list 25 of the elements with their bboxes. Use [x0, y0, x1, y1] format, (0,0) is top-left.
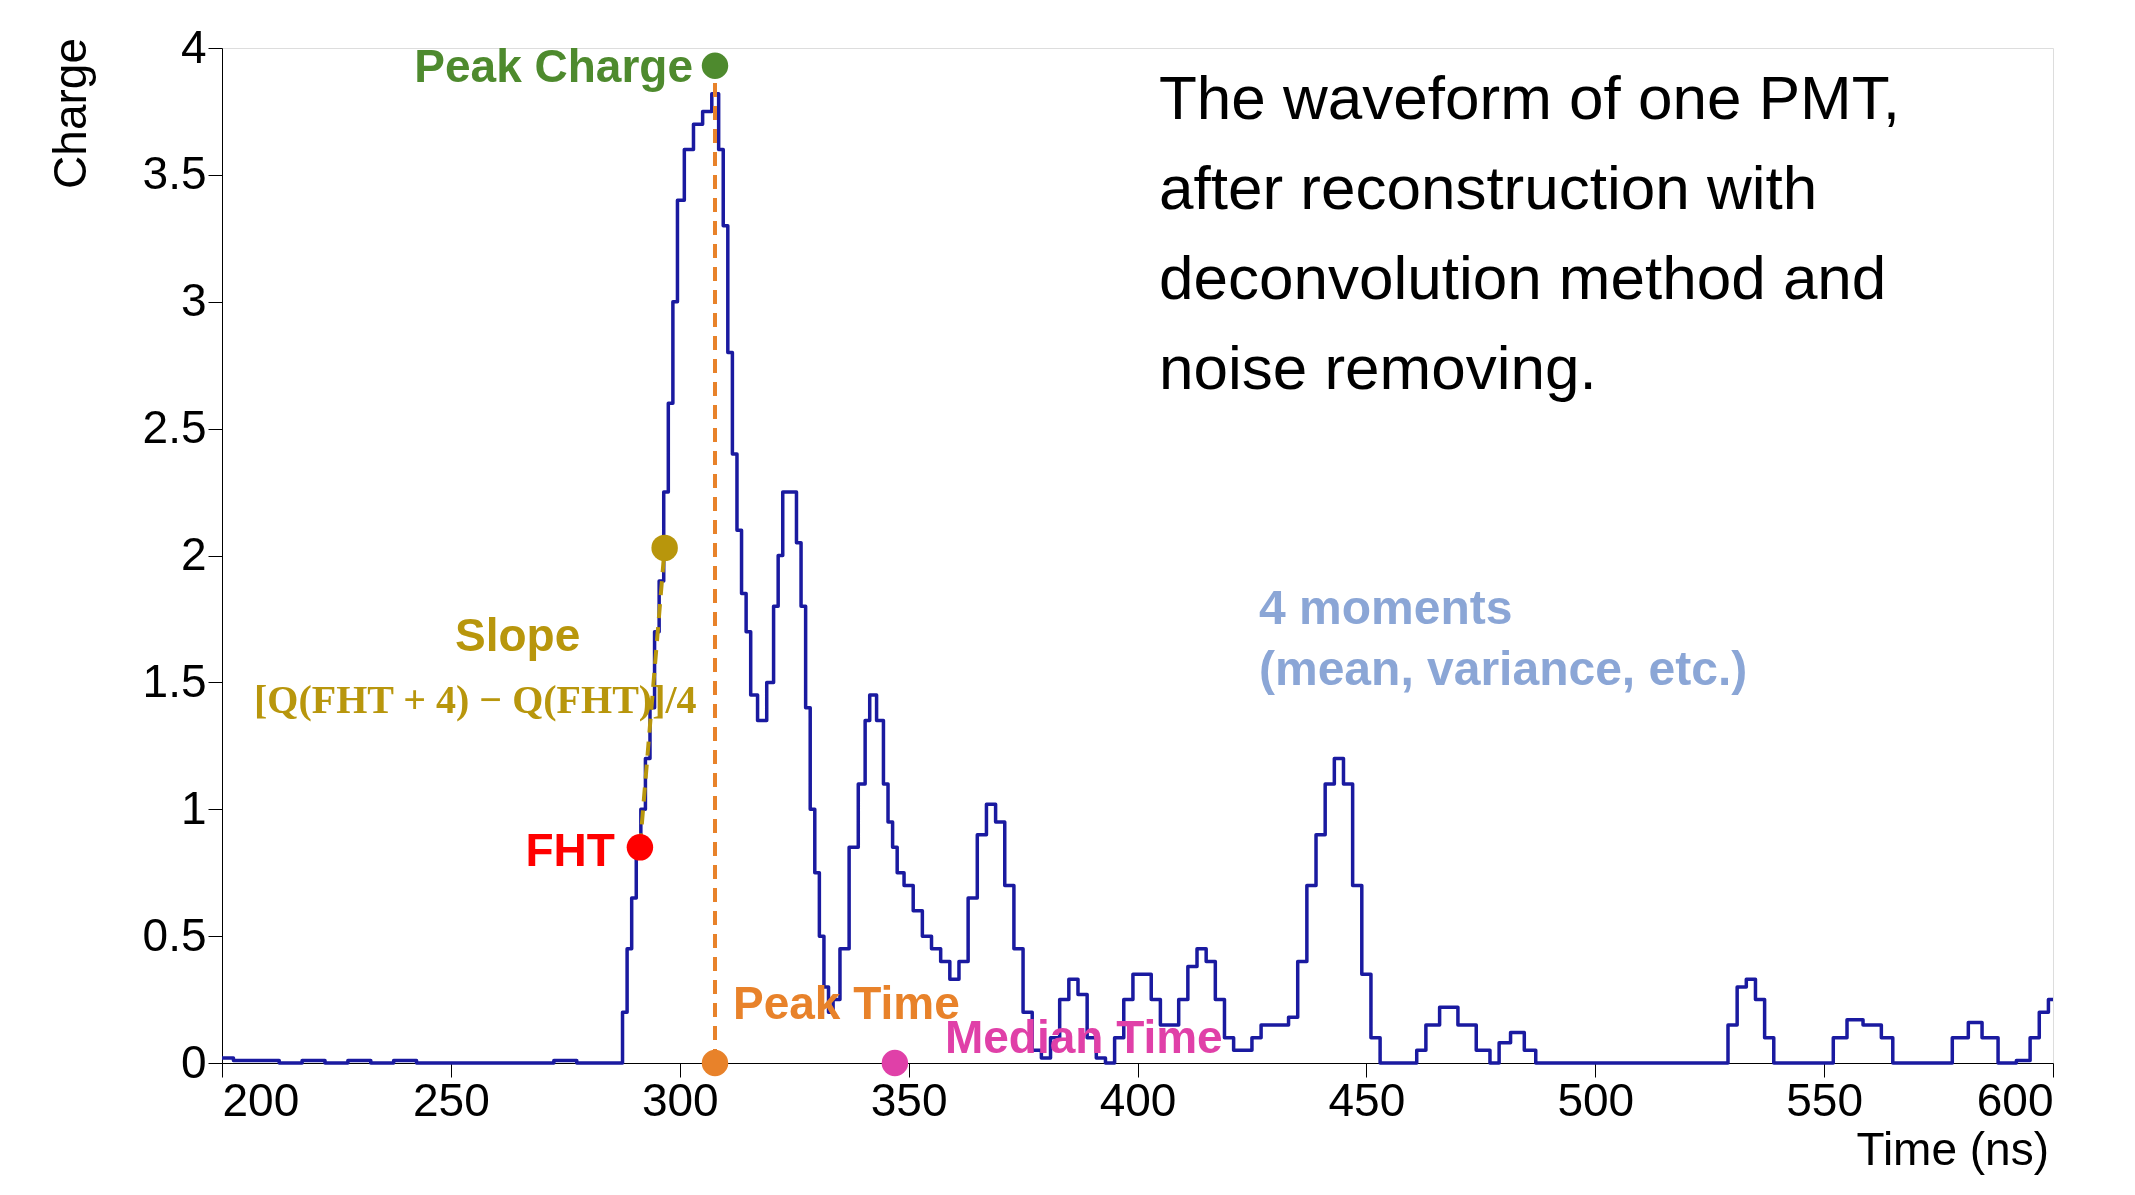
y-tick-label: 4	[180, 20, 207, 73]
x-tick-label: 300	[641, 1073, 719, 1126]
y-tick-label: 0.5	[142, 908, 207, 961]
annotation: 4 moments (mean, variance, etc.)	[1259, 581, 1748, 695]
x-tick-label: 250	[413, 1073, 490, 1126]
x-tick-label: 550	[1786, 1073, 1863, 1126]
x-tick-label: 500	[1557, 1073, 1635, 1126]
x-tick-label: 600	[1976, 1073, 2054, 1126]
series-label: Peak Charge	[414, 39, 693, 92]
y-tick-label: 0	[180, 1035, 207, 1088]
y-tick-label: 2.5	[142, 401, 207, 454]
y-tick-label: 1.5	[142, 654, 207, 707]
x-axis-title: Time (ns)	[1856, 1123, 2049, 1175]
x-tick-label: 350	[870, 1073, 948, 1126]
y-tick-label: 1	[180, 781, 207, 834]
x-tick-label: 200	[222, 1073, 300, 1126]
x-tick-label: 450	[1328, 1073, 1406, 1126]
y-axis-title: Charge	[44, 38, 96, 189]
y-tick-label: 3.5	[142, 147, 207, 200]
y-tick-label: 3	[180, 274, 207, 327]
x-tick-label: 400	[1099, 1073, 1177, 1126]
annotation: The waveform of one PMT, after reconstruction with deconvolution method and noise removing.	[1159, 63, 1900, 402]
series-label: FHT	[525, 824, 615, 877]
y-tick-label: 2	[180, 528, 207, 580]
series-label: Slope	[455, 608, 581, 661]
